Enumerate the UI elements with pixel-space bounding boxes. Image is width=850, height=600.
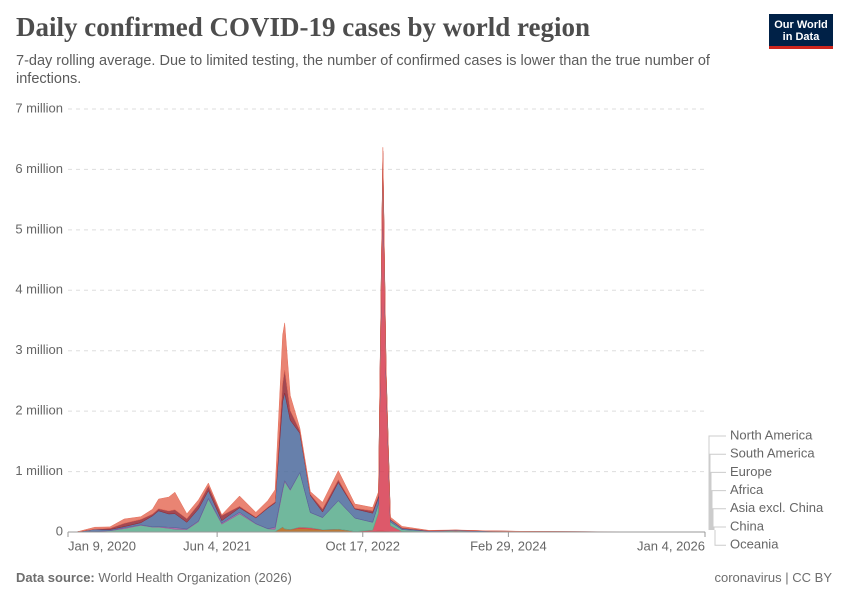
legend-entry[interactable]: China [730, 518, 765, 533]
legend-entry[interactable]: Europe [730, 464, 772, 479]
x-tick-label: Jun 4, 2021 [183, 538, 251, 553]
source-label: Data source: [16, 570, 95, 585]
legend-entry[interactable]: Africa [730, 482, 764, 497]
source: Data source: World Health Organization (… [16, 570, 292, 585]
source-text[interactable]: World Health Organization (2026) [98, 570, 292, 585]
y-tick-label: 7 million [15, 100, 63, 115]
y-tick-label: 1 million [15, 463, 63, 478]
license[interactable]: coronavirus | CC BY [714, 570, 832, 585]
y-tick-label: 6 million [15, 161, 63, 176]
y-tick-label: 4 million [15, 282, 63, 297]
logo-line: in Data [782, 31, 820, 43]
legend-entry[interactable]: North America [730, 427, 813, 442]
y-tick-label: 0 [56, 523, 63, 538]
chart-title: Daily confirmed COVID-19 cases by world … [16, 12, 590, 42]
area [67, 169, 706, 533]
logo-line: Our World [774, 19, 828, 31]
chart-subtitle: 7-day rolling average. Due to limited te… [16, 53, 710, 87]
legend-entry[interactable]: Oceania [730, 537, 779, 552]
legend-connector [713, 526, 726, 530]
legend-connector [714, 530, 726, 546]
legend-connector [709, 453, 726, 530]
y-tick-label: 3 million [15, 342, 63, 357]
legend-connector [711, 490, 726, 530]
legend-connector [712, 508, 726, 530]
legend-connector [708, 435, 726, 530]
x-tick-label: Feb 29, 2024 [470, 538, 547, 553]
legend-connector [710, 471, 726, 530]
y-tick-label: 5 million [15, 221, 63, 236]
logo[interactable]: Our World in Data [769, 14, 833, 49]
legend-entry[interactable]: South America [730, 446, 815, 461]
x-tick-label: Oct 17, 2022 [326, 538, 400, 553]
x-tick-label: Jan 4, 2026 [637, 538, 705, 553]
legend-entry[interactable]: Asia excl. China [730, 500, 824, 515]
y-tick-label: 2 million [15, 403, 63, 418]
x-tick-label: Jan 9, 2020 [68, 538, 136, 553]
